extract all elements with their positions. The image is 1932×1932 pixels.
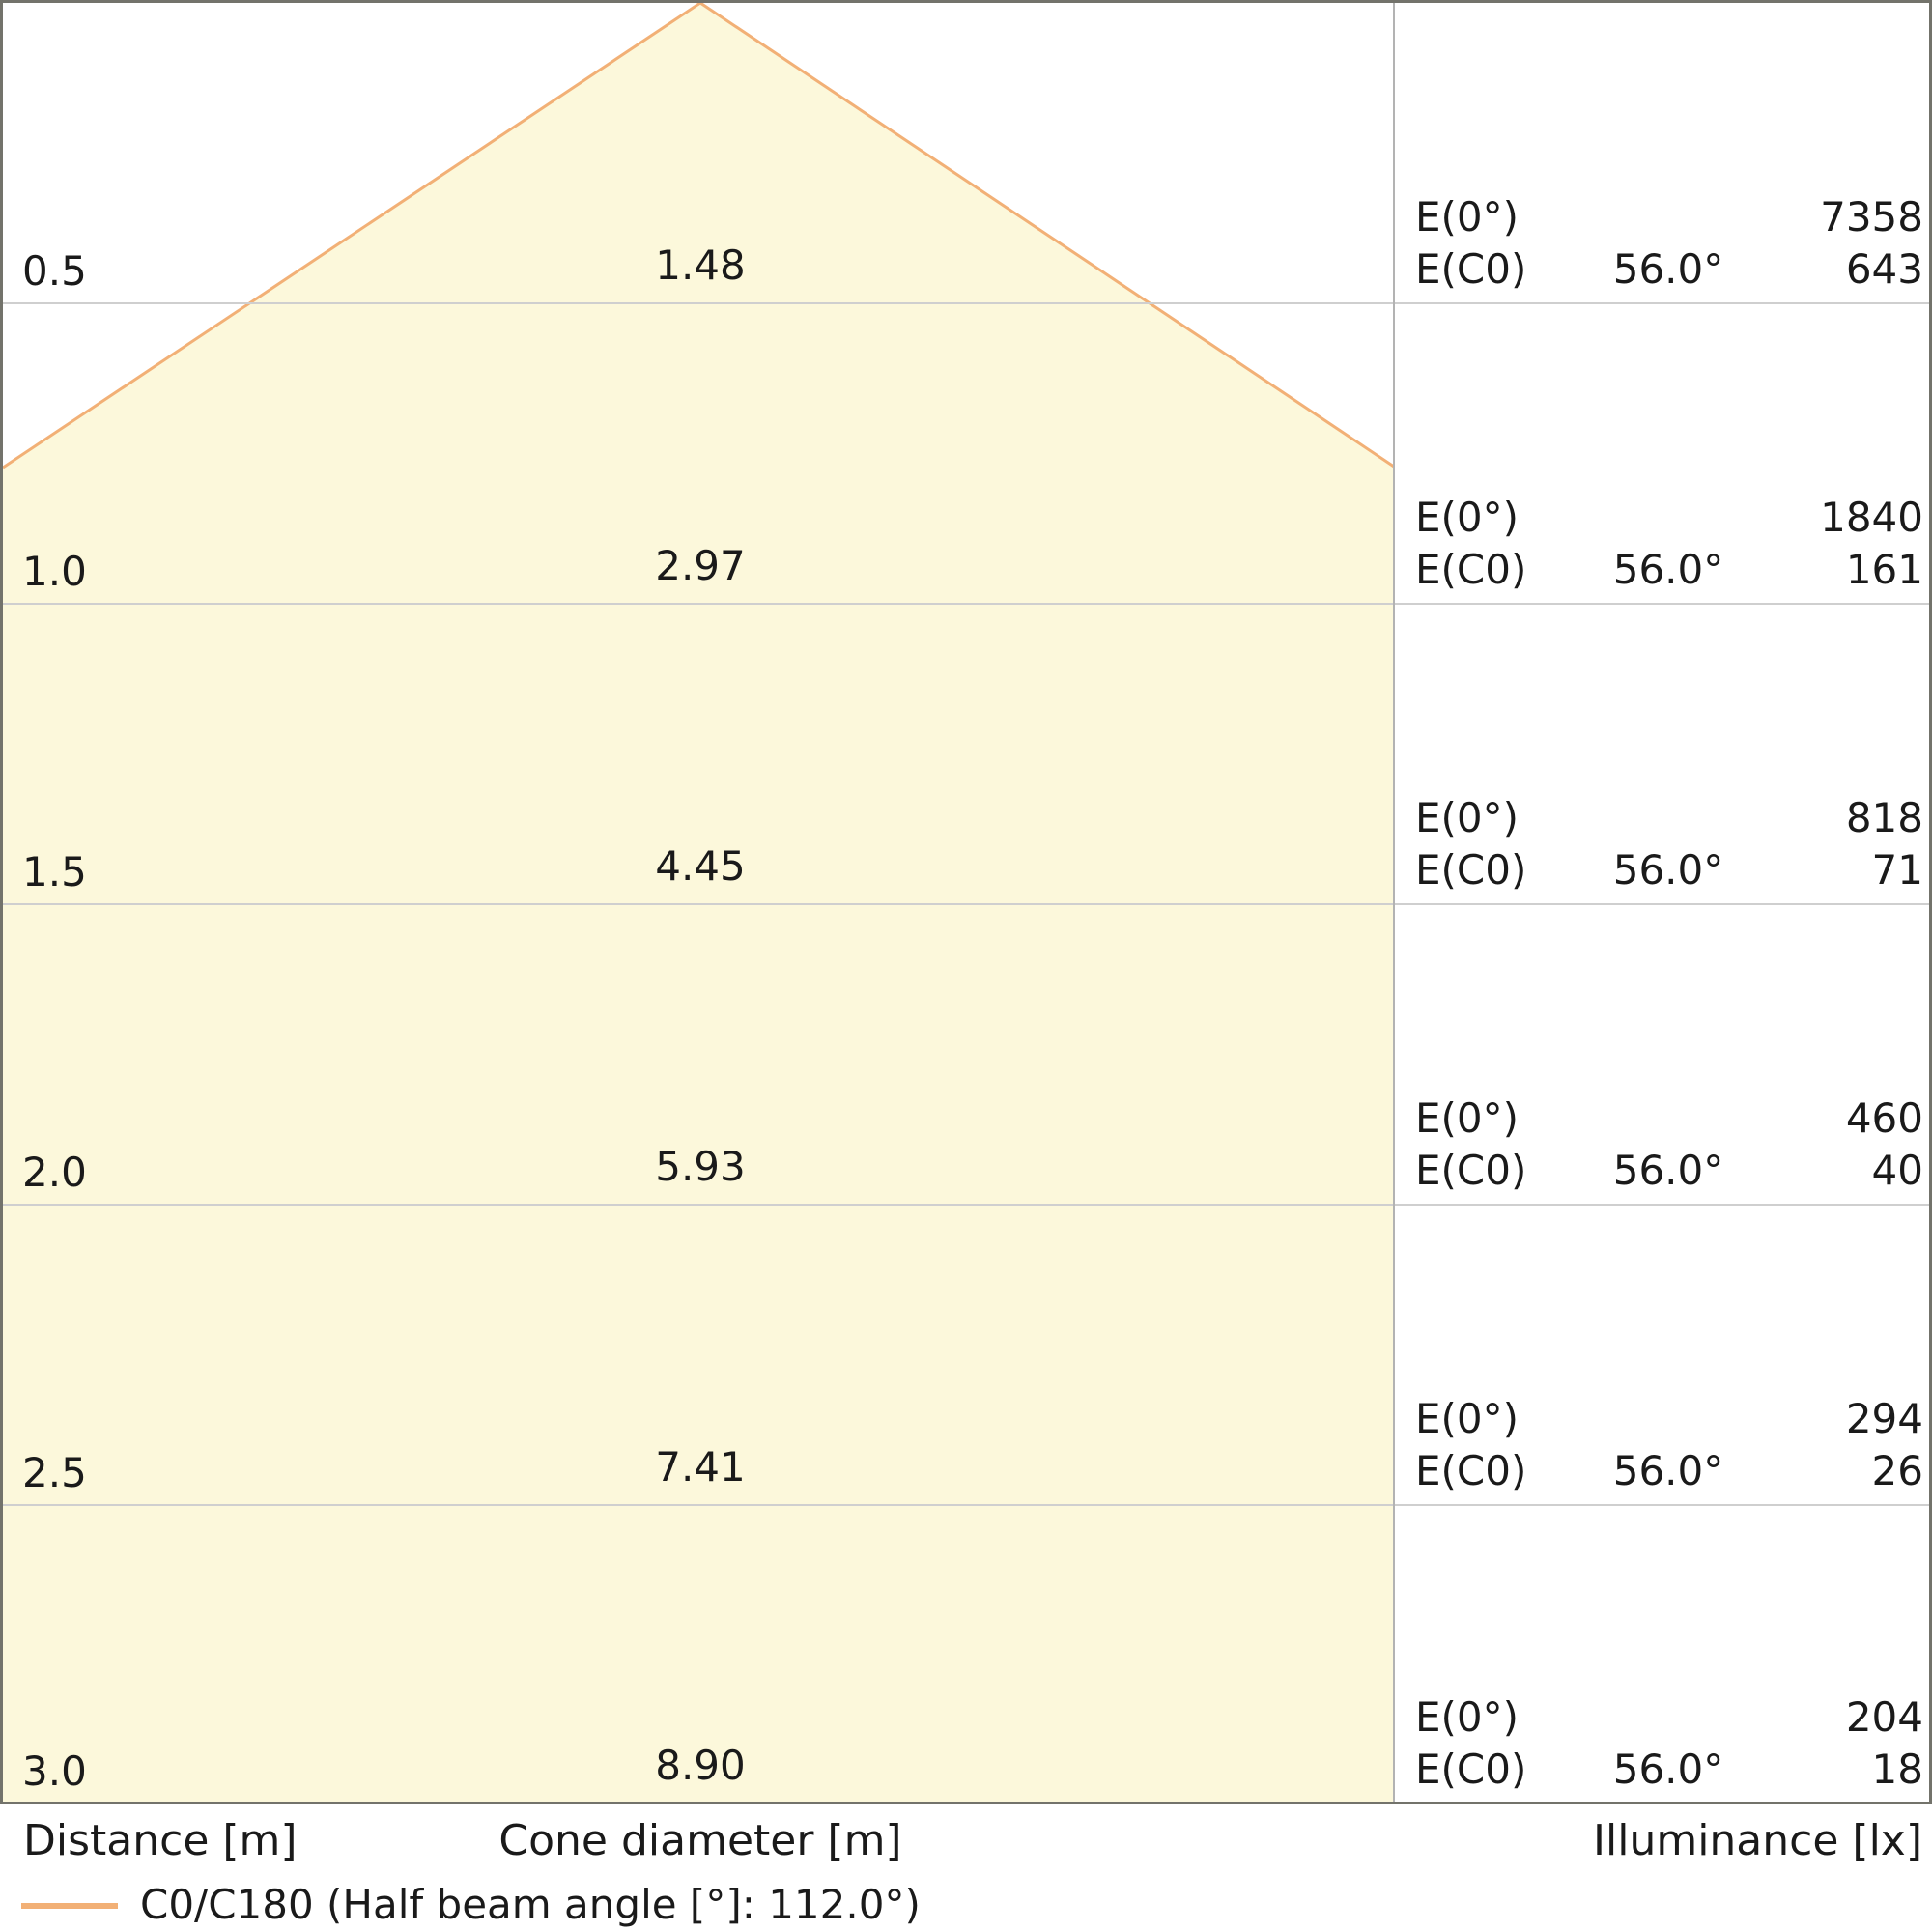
e0-label: E(0°) [1415, 193, 1520, 241]
ec0-label: E(C0) [1415, 245, 1527, 293]
illuminance-axis-label: Illuminance [lx] [1593, 1816, 1922, 1865]
cone-edge-right-line [699, 3, 1395, 469]
cone-diameter-value: 8.90 [655, 1742, 746, 1789]
cone-edge-left-line [3, 3, 701, 469]
e0-value: 204 [1845, 1693, 1923, 1741]
cone-fill [3, 3, 1394, 1802]
cone-diameter-value: 7.41 [655, 1443, 746, 1491]
gridlines [3, 302, 1929, 1506]
cone-diameter-value: 4.45 [655, 842, 746, 890]
e0-value: 294 [1845, 1395, 1923, 1442]
e0-label: E(0°) [1415, 794, 1520, 841]
ec0-value: 161 [1845, 546, 1923, 593]
ec0-angle: 56.0° [1612, 245, 1724, 293]
e0-label: E(0°) [1415, 1395, 1520, 1442]
distance-label: 2.5 [22, 1449, 87, 1496]
ec0-angle: 56.0° [1612, 546, 1724, 593]
e0-label: E(0°) [1415, 1094, 1520, 1142]
legend-label: C0/C180 (Half beam angle [°]: 112.0°) [140, 1881, 921, 1928]
distance-label: 3.0 [22, 1747, 87, 1795]
ec0-angle: 56.0° [1612, 1746, 1724, 1793]
e0-value: 818 [1845, 794, 1923, 841]
ec0-label: E(C0) [1415, 1447, 1527, 1494]
e0-value: 1840 [1820, 494, 1923, 541]
illuminance-row: E(0°) 460 E(C0) 56.0° 40 [1411, 1093, 1925, 1197]
distance-axis-label: Distance [m] [23, 1816, 298, 1865]
cone-diameter-value: 5.93 [655, 1143, 746, 1190]
ec0-label: E(C0) [1415, 846, 1527, 894]
e0-value: 460 [1845, 1094, 1923, 1142]
legend-line-swatch [21, 1903, 118, 1909]
ec0-value: 18 [1871, 1746, 1923, 1793]
illuminance-row: E(0°) 1840 E(C0) 56.0° 161 [1411, 492, 1925, 596]
ec0-label: E(C0) [1415, 546, 1527, 593]
distance-label: 0.5 [22, 247, 87, 295]
e0-label: E(0°) [1415, 1693, 1520, 1741]
ec0-label: E(C0) [1415, 1746, 1527, 1793]
e0-label: E(0°) [1415, 494, 1520, 541]
cone-diameter-value: 2.97 [655, 542, 746, 589]
illuminance-row: E(0°) 818 E(C0) 56.0° 71 [1411, 792, 1925, 896]
ec0-angle: 56.0° [1612, 1447, 1724, 1494]
e0-value: 7358 [1820, 193, 1923, 241]
illuminance-row: E(0°) 204 E(C0) 56.0° 18 [1411, 1691, 1925, 1796]
ec0-angle: 56.0° [1612, 1147, 1724, 1194]
distance-label: 1.0 [22, 548, 87, 595]
ec0-value: 40 [1871, 1147, 1923, 1194]
ec0-angle: 56.0° [1612, 846, 1724, 894]
cone-diameter-axis-label: Cone diameter [m] [498, 1816, 902, 1865]
illuminance-row: E(0°) 294 E(C0) 56.0° 26 [1411, 1393, 1925, 1497]
cone-diameter-value: 1.48 [655, 242, 746, 289]
cone-plot [3, 3, 1929, 1802]
ec0-value: 26 [1871, 1447, 1923, 1494]
ec0-value: 71 [1871, 846, 1923, 894]
ec0-value: 643 [1845, 245, 1923, 293]
distance-label: 1.5 [22, 848, 87, 895]
ec0-label: E(C0) [1415, 1147, 1527, 1194]
chart-area: 0.5 1.48 E(0°) 7358 E(C0) 56.0° 643 1.0 … [0, 0, 1932, 1804]
distance-label: 2.0 [22, 1149, 87, 1196]
illuminance-row: E(0°) 7358 E(C0) 56.0° 643 [1411, 191, 1925, 296]
